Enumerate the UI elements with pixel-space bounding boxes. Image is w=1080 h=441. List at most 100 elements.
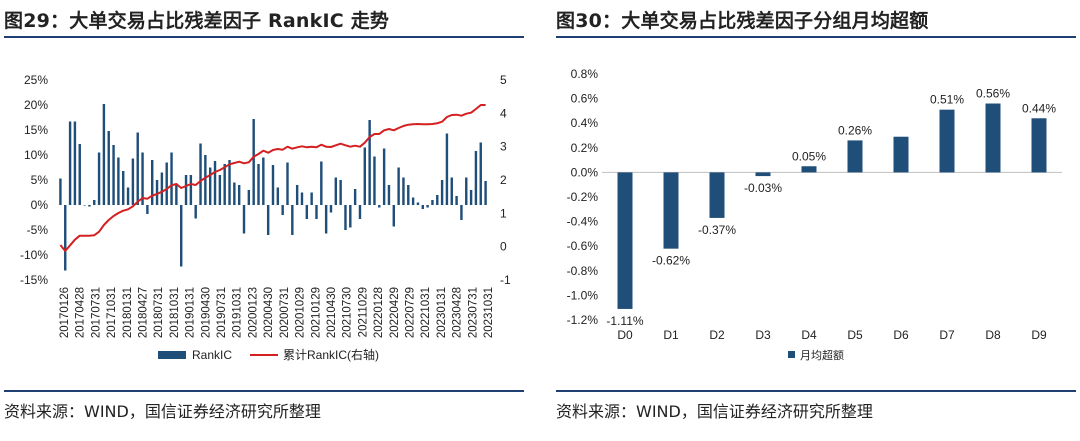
rankic-bar (276, 187, 280, 205)
rankic-bar (262, 157, 265, 205)
y2-axis-tick-label: 1 (500, 206, 507, 220)
y-axis-tick-label: 0.8% (571, 67, 599, 81)
rankic-bar (266, 205, 270, 235)
title-rule (556, 36, 1076, 38)
legend-label-rankic: RankIC (192, 348, 232, 362)
x-axis-tick-label: 20200123 (247, 287, 259, 338)
rankic-bar (300, 192, 304, 205)
rankic-bar (126, 187, 130, 205)
rankic-bar (160, 172, 164, 205)
x-axis-category-label: D3 (755, 328, 771, 342)
rankic-bar (320, 161, 323, 205)
rankic-bar (213, 161, 217, 205)
bar-data-label: 0.56% (976, 87, 1010, 101)
rankic-bar (431, 200, 434, 205)
legend-swatch-excess (788, 351, 795, 358)
y-axis-tick-label: 0.4% (571, 116, 599, 130)
rankic-bar (397, 167, 400, 205)
rankic-bar (59, 178, 62, 205)
y2-axis-tick-label: 0 (500, 240, 507, 254)
rankic-bar (165, 162, 168, 205)
x-axis-tick-label: 20170126 (59, 287, 71, 338)
rankic-bar (474, 151, 478, 205)
bar-data-label: 0.05% (792, 149, 826, 163)
y-axis-tick-label: 15% (24, 123, 48, 137)
rankic-bar (450, 177, 453, 205)
x-axis-tick-label: 20190131 (185, 287, 197, 338)
rankic-bar (68, 121, 72, 205)
rankic-bar (378, 205, 381, 208)
y-axis-tick-label: -15% (20, 273, 48, 287)
x-axis-tick-label: 20211029 (357, 287, 369, 337)
figure-title: 图30：大单交易占比残差因子分组月均超额 (556, 10, 929, 32)
bar-data-label: -0.62% (652, 254, 690, 268)
group-excess-figure-panel: 图30：大单交易占比残差因子分组月均超额 -1.2% -1.0% -0.8% -0.6… (552, 0, 1080, 441)
y-axis-tick-label: -10% (20, 248, 48, 262)
x-axis-category-label: D8 (985, 328, 1001, 342)
rankic-bar (179, 205, 183, 267)
x-axis-tick-label: 20180427 (138, 287, 150, 338)
y-axis-tick-label: 0.2% (571, 141, 599, 155)
y-axis-tick-label: -1.0% (567, 288, 599, 302)
rankic-bar (469, 190, 473, 205)
rankic-bar (271, 165, 275, 205)
rankic-bar (233, 182, 236, 205)
rankic-chart: -15% -10% -5% 0% 5% 10% 15% 20% 25% -1 0 1 2 3 4 5 20170… (20, 73, 511, 362)
rankic-bar (368, 120, 371, 205)
group-bar (985, 103, 1001, 173)
rankic-bar (479, 142, 482, 205)
x-axis-tick-label: 20190731 (216, 287, 228, 338)
source-note: 资料来源：WIND，国信证券经济研究所整理 (556, 402, 873, 421)
title-rule (4, 36, 524, 38)
group-bar (939, 109, 955, 173)
rankic-bar (199, 143, 202, 205)
rankic-bar (223, 164, 226, 205)
rankic-bar (315, 205, 318, 219)
x-axis-tick-label: 20171031 (106, 287, 118, 338)
y-axis-tick-label: 0.6% (571, 92, 599, 106)
y-axis-tick-label: -5% (27, 223, 49, 237)
x-axis-category-label: D4 (801, 328, 817, 342)
rankic-bar (339, 180, 342, 205)
rankic-bar (252, 119, 255, 205)
x-axis-tick-label: 20200430 (263, 287, 275, 338)
bar-data-label: -1.11% (606, 314, 643, 328)
x-axis-category-label: D7 (939, 328, 955, 342)
y-axis-tick-label: -0.4% (567, 215, 599, 229)
y-axis-tick-label: 20% (24, 98, 48, 112)
rankic-bar (117, 157, 120, 205)
group-excess-chart: -1.2% -1.0% -0.8% -0.6% -0.4% -0.2% 0.0% 0.2% 0.… (567, 67, 1062, 362)
rankic-bar (407, 185, 410, 205)
group-bar (617, 172, 633, 309)
bar-data-label: -0.03% (744, 181, 782, 195)
rankic-bar (416, 202, 420, 205)
x-axis-tick-label: 20170428 (75, 287, 87, 338)
y-axis-tick-label: -1.2% (567, 313, 599, 327)
rankic-bar (146, 205, 149, 214)
rankic-bar (141, 152, 144, 205)
x-axis-tick-label: 20220729 (404, 287, 416, 338)
x-axis-tick-label: 20220128 (373, 287, 385, 338)
group-bar (847, 140, 863, 173)
y-axis-tick-label: 10% (24, 148, 48, 162)
x-axis-tick-label: 20221031 (420, 287, 432, 338)
rankic-bar (208, 167, 212, 205)
rankic-bar (257, 164, 260, 205)
rankic-bar (363, 147, 367, 205)
x-axis-tick-label: 20220429 (389, 287, 401, 338)
source-rule (556, 390, 1076, 392)
x-axis-category-label: D2 (709, 328, 725, 342)
x-axis-tick-label: 20230131 (436, 287, 448, 338)
rankic-bar (402, 177, 405, 205)
rankic-bar (484, 181, 487, 205)
rankic-bar (93, 200, 96, 205)
rankic-bar (131, 158, 135, 205)
figure-title: 图29：大单交易占比残差因子 RankIC 走势 (4, 10, 390, 32)
rankic-bar (204, 155, 207, 205)
rankic-bar (291, 205, 294, 235)
rankic-bar (334, 177, 338, 205)
rankic-bar (237, 185, 241, 205)
rankic-bar (102, 104, 106, 205)
x-axis-tick-label: 20170731 (90, 287, 102, 338)
legend-label-cumulative: 累计RankIC(右轴) (283, 347, 379, 362)
